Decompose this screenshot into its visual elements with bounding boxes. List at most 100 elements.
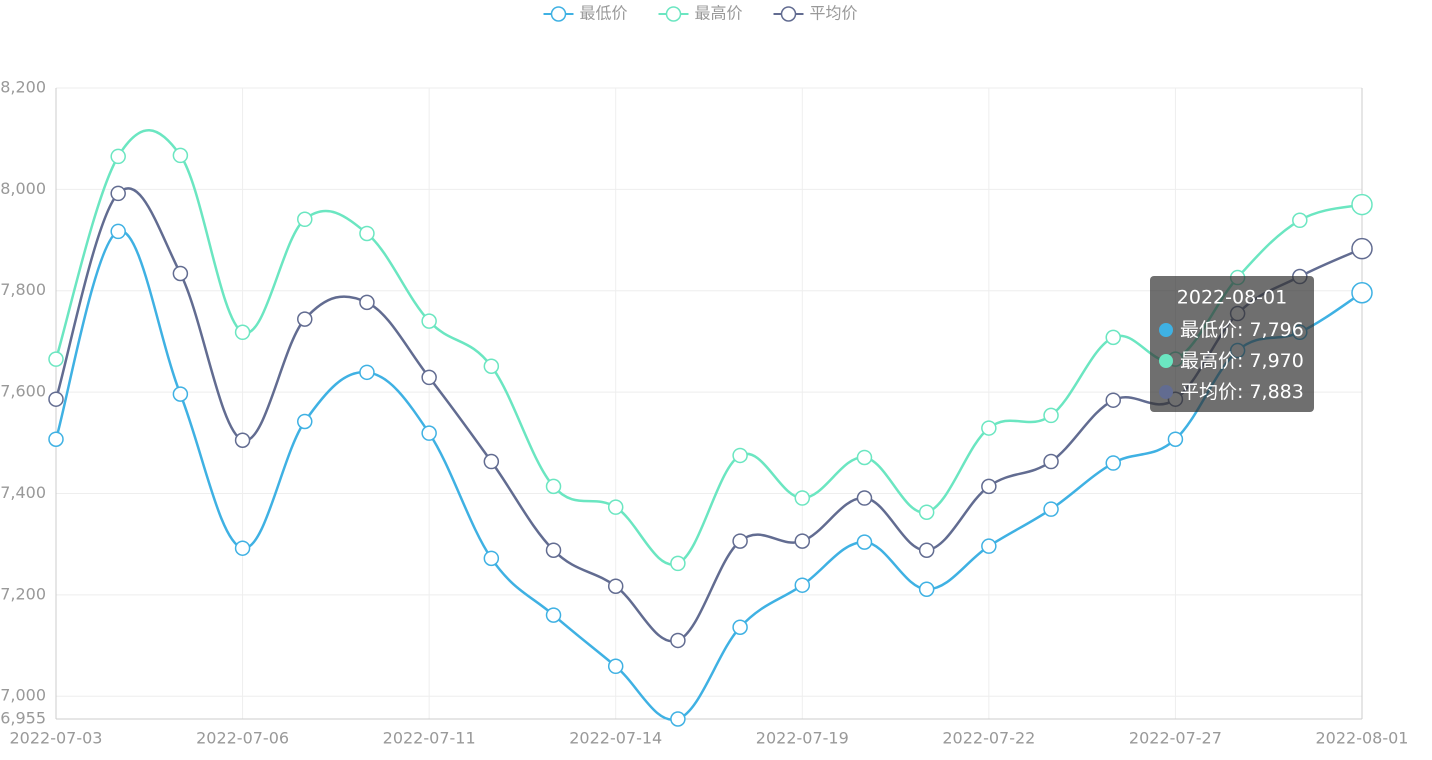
tooltip-value: 7,883 (1249, 381, 1303, 403)
data-point (359, 294, 375, 311)
x-tick-label: 2022-07-11 (383, 729, 476, 748)
data-point (1043, 501, 1059, 517)
tooltip-item: 平均价: 7,883 (1180, 381, 1304, 403)
data-point (483, 358, 500, 374)
x-tick-label: 2022-07-27 (1129, 729, 1222, 748)
data-point (856, 490, 873, 506)
y-tick-label: 8,200 (0, 78, 46, 97)
data-point (1351, 282, 1373, 304)
tooltip-item: 最低价: 7,796 (1180, 319, 1304, 341)
y-tick-label: 7,800 (0, 280, 46, 299)
data-point (421, 425, 437, 441)
data-point (48, 431, 64, 447)
data-point (1105, 392, 1121, 408)
x-tick-label: 2022-07-06 (196, 729, 289, 748)
data-point (607, 499, 624, 515)
data-point (297, 311, 313, 327)
data-point (1167, 431, 1184, 447)
tooltip-dot (1159, 354, 1173, 368)
data-point (918, 504, 935, 520)
data-point (918, 581, 935, 598)
data-point (607, 658, 624, 675)
data-point (483, 453, 500, 470)
x-tick-label: 2022-07-03 (10, 729, 103, 748)
data-point (48, 391, 64, 407)
series-line (54, 187, 1363, 643)
data-point (856, 449, 873, 466)
tooltip-item: 最高价: 7,970 (1180, 350, 1304, 372)
data-point (421, 369, 437, 386)
y-tick-label: 7,000 (0, 686, 46, 705)
y-tick-label: 7,200 (0, 584, 46, 603)
data-point (545, 542, 562, 558)
legend-label: 平均价 (810, 4, 858, 23)
x-tick-label: 2022-08-01 (1316, 729, 1409, 748)
legend-marker (665, 6, 682, 22)
data-point (670, 632, 686, 649)
tooltip-series: 平均价 (1180, 381, 1237, 403)
legend-label: 最低价 (580, 4, 628, 23)
data-point (1043, 453, 1059, 470)
legend-marker (780, 6, 797, 22)
data-point (110, 185, 126, 202)
data-point (607, 578, 624, 594)
y-tick-label: 8,000 (0, 179, 46, 198)
data-point (732, 447, 748, 464)
tooltip-box (1150, 276, 1314, 412)
tooltip-sep: : (1237, 350, 1249, 372)
data-point (981, 478, 997, 495)
data-point (670, 555, 686, 572)
data-point (981, 420, 997, 436)
data-point (794, 490, 811, 506)
tooltip-dot (1159, 323, 1173, 337)
x-tick-label: 2022-07-22 (942, 729, 1035, 748)
data-point (1292, 212, 1308, 229)
data-point (359, 225, 375, 242)
data-point (981, 538, 997, 554)
y-tick-label: 7,400 (0, 483, 46, 502)
data-point (545, 478, 562, 495)
tooltip-dot (1159, 385, 1173, 399)
data-point (172, 265, 189, 282)
data-point (234, 324, 251, 341)
data-point (359, 364, 375, 381)
data-point (297, 413, 313, 430)
data-point (1105, 455, 1121, 471)
tooltip-title: 2022-08-01 (1177, 287, 1287, 309)
data-point (234, 540, 251, 556)
data-point (732, 619, 748, 636)
data-point (545, 607, 562, 623)
data-point (297, 211, 313, 228)
data-point (48, 351, 64, 367)
data-point (110, 223, 126, 240)
data-point (172, 386, 189, 402)
data-point (856, 534, 873, 550)
data-point (670, 711, 686, 727)
legend-marker (550, 6, 567, 22)
tooltip-sep: : (1237, 381, 1249, 403)
data-point (234, 432, 251, 448)
data-point (1105, 329, 1121, 346)
data-point (1043, 407, 1059, 424)
data-point (483, 550, 500, 567)
data-point (110, 148, 126, 165)
data-point (918, 542, 935, 558)
tooltip-series: 最高价 (1180, 350, 1237, 372)
tooltip-value: 7,796 (1249, 319, 1303, 341)
data-point (732, 533, 748, 549)
data-point (1351, 237, 1373, 260)
x-tick-label: 2022-07-14 (569, 729, 662, 748)
y-tick-label: 6,955 (0, 709, 46, 728)
tooltip-value: 7,970 (1249, 350, 1303, 372)
x-tick-label: 2022-07-19 (756, 729, 849, 748)
data-point (794, 533, 811, 549)
tooltip-sep: : (1237, 319, 1249, 341)
tooltip-series: 最低价 (1180, 319, 1237, 341)
data-point (172, 147, 189, 164)
data-point (1351, 193, 1373, 216)
tooltip: 2022-08-01 最低价: 7,796 最高价: 7,970 平均价: 7,883 (1150, 276, 1314, 412)
legend-label: 最高价 (695, 4, 743, 23)
y-tick-label: 7,600 (0, 382, 46, 401)
data-point (421, 313, 437, 329)
